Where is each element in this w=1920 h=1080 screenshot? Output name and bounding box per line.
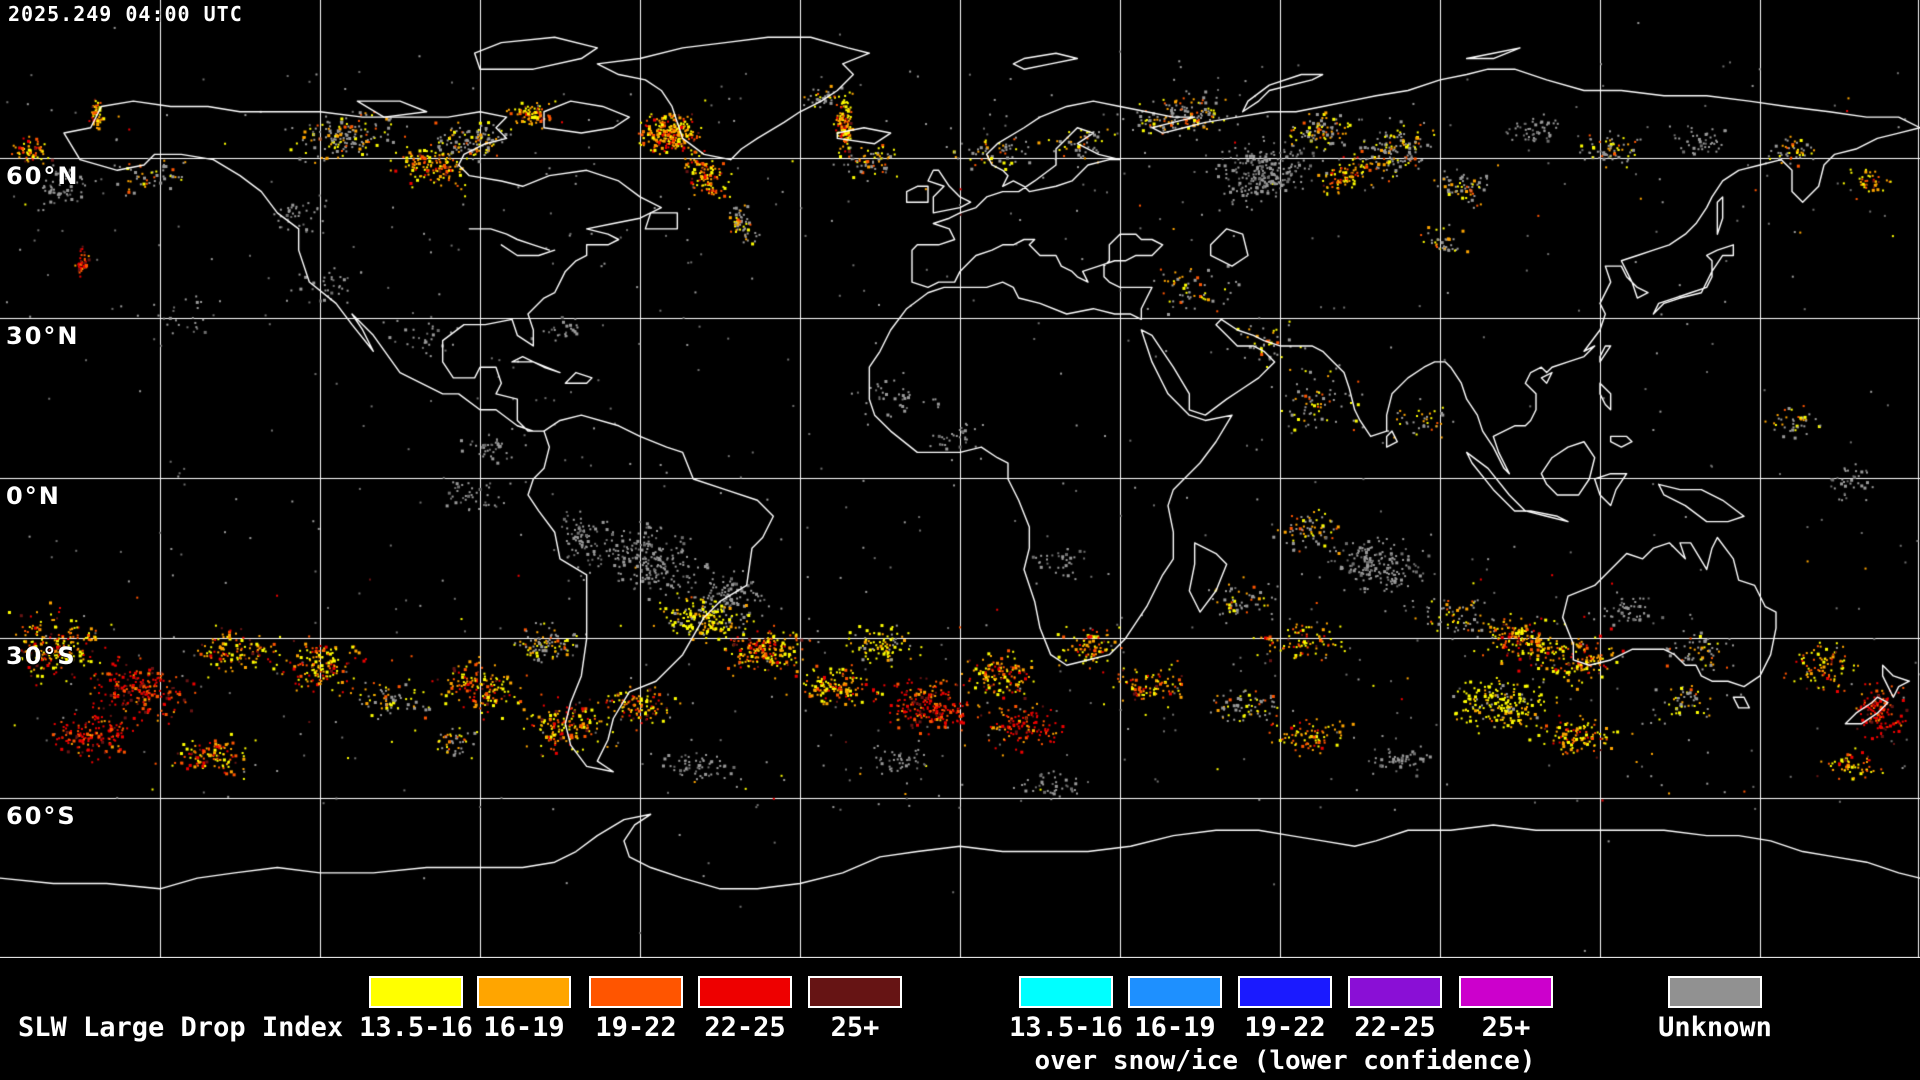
legend-label-slw-13.5-16: 13.5-16 [359, 1012, 473, 1043]
legend-label-snow-13.5-16: 13.5-16 [1009, 1012, 1123, 1043]
legend-swatch-snow-22-25 [1348, 976, 1442, 1008]
legend-swatch-snow-13.5-16 [1019, 976, 1113, 1008]
world-map-canvas [0, 0, 1920, 958]
legend-swatch-slw-22-25 [698, 976, 792, 1008]
timestamp: 2025.249 04:00 UTC [8, 2, 243, 26]
legend-label-slw-25plus: 25+ [830, 1012, 880, 1043]
latitude-label-60s: 60°S [6, 802, 77, 830]
legend-swatch-slw-25plus [808, 976, 902, 1008]
legend-label-unknown: Unknown [1658, 1012, 1772, 1043]
legend-swatch-snow-16-19 [1128, 976, 1222, 1008]
legend-swatch-slw-19-22 [589, 976, 683, 1008]
legend-subtitle: over snow/ice (lower confidence) [1034, 1046, 1536, 1076]
legend-title: SLW Large Drop Index [18, 1012, 344, 1043]
legend-label-snow-16-19: 16-19 [1134, 1012, 1216, 1043]
latitude-label-30n: 30°N [6, 322, 80, 350]
latitude-label-60n: 60°N [6, 162, 80, 190]
legend-swatch-snow-25plus [1459, 976, 1553, 1008]
legend-swatch-slw-13.5-16 [369, 976, 463, 1008]
legend-swatch-slw-16-19 [477, 976, 571, 1008]
legend-label-slw-16-19: 16-19 [483, 1012, 565, 1043]
legend: SLW Large Drop Index 13.5-16 16-19 19-22… [0, 958, 1920, 1080]
legend-label-snow-22-25: 22-25 [1354, 1012, 1436, 1043]
legend-swatch-unknown [1668, 976, 1762, 1008]
legend-label-snow-19-22: 19-22 [1244, 1012, 1326, 1043]
latitude-label-0n: 0°N [6, 482, 61, 510]
latitude-label-30s: 30°S [6, 642, 77, 670]
legend-label-snow-25plus: 25+ [1481, 1012, 1531, 1043]
legend-label-slw-19-22: 19-22 [595, 1012, 677, 1043]
legend-swatch-snow-19-22 [1238, 976, 1332, 1008]
legend-label-slw-22-25: 22-25 [704, 1012, 786, 1043]
